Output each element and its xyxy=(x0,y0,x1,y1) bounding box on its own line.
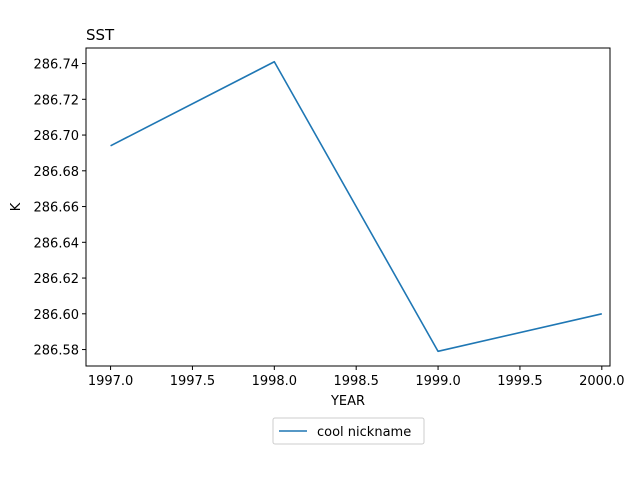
x-axis-label: YEAR xyxy=(330,394,365,409)
y-tick-label: 286.60 xyxy=(34,308,80,323)
y-tick-label: 286.58 xyxy=(34,344,80,359)
x-tick-label: 2000.0 xyxy=(579,374,625,389)
plot-area xyxy=(85,47,611,367)
series-line xyxy=(110,60,602,353)
x-tick-label: 1998.0 xyxy=(252,374,298,389)
x-axis: 1997.0 1997.5 1998.0 1998.5 1999.0 1999.5 2000… xyxy=(88,366,625,389)
x-tick-label: 1998.5 xyxy=(333,374,379,389)
y-tick-label: 286.64 xyxy=(34,236,80,251)
x-tick-label: 1999.5 xyxy=(497,374,543,389)
y-tick-label: 286.66 xyxy=(34,201,80,216)
series-layer xyxy=(110,60,602,353)
x-tick-label: 1997.0 xyxy=(88,374,134,389)
chart-title: SST xyxy=(86,26,115,44)
x-tick-label: 1997.5 xyxy=(170,374,216,389)
legend-box xyxy=(272,417,425,445)
y-axis: 286.58 286.60 286.62 286.64 286.66 286.68 286.… xyxy=(34,58,86,359)
x-tick-label: 1999.0 xyxy=(415,374,461,389)
y-tick-label: 286.68 xyxy=(34,165,80,180)
y-tick-label: 286.62 xyxy=(34,272,80,287)
legend: cool nickname xyxy=(272,417,425,445)
y-axis-label: K xyxy=(9,202,24,211)
legend-label: cool nickname xyxy=(317,425,411,440)
y-tick-label: 286.72 xyxy=(34,93,80,108)
y-tick-label: 286.70 xyxy=(34,129,80,144)
y-tick-label: 286.74 xyxy=(34,58,80,73)
